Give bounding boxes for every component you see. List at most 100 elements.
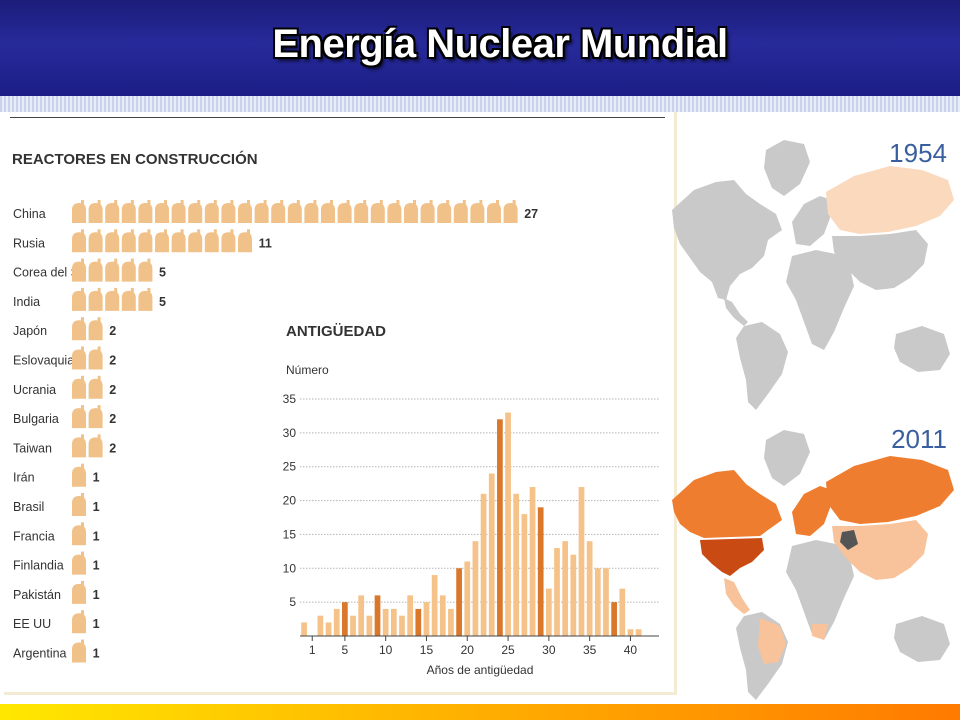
age-bar bbox=[464, 561, 471, 636]
age-bar bbox=[358, 595, 365, 636]
reactor-icon bbox=[453, 203, 468, 223]
world-map-2011: 2011 bbox=[672, 424, 954, 700]
reactor-chimney-icon bbox=[446, 200, 450, 205]
reactor-chimney-icon bbox=[97, 287, 101, 293]
reactor-chimney-icon bbox=[330, 200, 333, 205]
reactor-icon bbox=[121, 232, 136, 253]
reactor-icon bbox=[88, 261, 103, 282]
reactor-country-label: Corea del S. bbox=[13, 266, 82, 280]
title-banner: Energía Nuclear Mundial bbox=[0, 0, 960, 96]
reactor-country-label: Japón bbox=[13, 324, 47, 338]
reactor-chimney-icon bbox=[280, 200, 284, 205]
reactor-bar bbox=[72, 551, 86, 575]
age-bar bbox=[554, 547, 560, 636]
reactor-chimney-icon bbox=[81, 405, 84, 411]
reactor-value-label: 1 bbox=[93, 559, 100, 573]
age-bar bbox=[562, 541, 569, 636]
reactor-value-label: 2 bbox=[109, 441, 116, 455]
reactor-chimney-icon bbox=[213, 229, 217, 235]
age-y-tick-label: 30 bbox=[283, 426, 297, 440]
reactor-bar bbox=[72, 287, 153, 311]
age-y-tick-label: 20 bbox=[283, 494, 297, 508]
reactor-icon bbox=[121, 290, 136, 311]
age-bar bbox=[578, 487, 585, 636]
reactor-country-label: Ucrania bbox=[13, 383, 56, 397]
reactor-value-label: 11 bbox=[259, 236, 272, 250]
reactor-bar bbox=[72, 317, 103, 341]
age-bar bbox=[480, 493, 487, 636]
reactor-icon bbox=[88, 437, 103, 458]
reactor-chimney-icon bbox=[97, 346, 101, 352]
reactor-chimney-icon bbox=[413, 200, 416, 205]
reactor-bar bbox=[72, 463, 86, 487]
map-south-africa-2011 bbox=[812, 624, 828, 640]
map-year-2011: 2011 bbox=[891, 424, 947, 454]
reactor-chimney-icon bbox=[147, 229, 151, 235]
reactor-value-label: 1 bbox=[93, 647, 100, 661]
reactor-icon bbox=[204, 232, 219, 253]
age-x-tick-label: 25 bbox=[501, 643, 515, 657]
reactor-chimney-icon bbox=[479, 200, 483, 205]
reactor-chimney-icon bbox=[164, 200, 167, 205]
map-europe-1954 bbox=[792, 196, 832, 246]
map-asia-2011 bbox=[832, 520, 928, 580]
age-bar bbox=[603, 568, 609, 636]
reactor-country-label: India bbox=[13, 295, 40, 309]
map-greenland-1954 bbox=[764, 140, 810, 196]
age-x-axis-label: Años de antigüedad bbox=[427, 663, 534, 677]
reactor-chimney-icon bbox=[97, 229, 101, 235]
reactor-bar bbox=[72, 258, 153, 282]
map-south-america-1954 bbox=[736, 322, 788, 410]
reactor-chimney-icon bbox=[296, 200, 300, 205]
reactor-chimney-icon bbox=[197, 229, 201, 235]
reactor-icon bbox=[72, 232, 86, 253]
age-x-tick-label: 5 bbox=[342, 643, 349, 657]
reactor-icon bbox=[88, 378, 103, 399]
age-bar bbox=[570, 554, 577, 636]
reactor-chimney-icon bbox=[247, 229, 250, 235]
reactor-icon bbox=[470, 203, 485, 223]
age-bar bbox=[635, 629, 642, 636]
age-bar bbox=[456, 568, 462, 636]
reactor-country-label: EE UU bbox=[13, 617, 51, 631]
age-x-tick-label: 15 bbox=[420, 643, 434, 657]
reactor-country-label: Taiwan bbox=[13, 441, 52, 455]
reactor-chimney-icon bbox=[81, 317, 84, 323]
reactor-chimney-icon bbox=[496, 200, 499, 205]
reactor-chimney-icon bbox=[147, 287, 151, 293]
reactor-chimney-icon bbox=[379, 200, 383, 205]
reactor-chimney-icon bbox=[230, 229, 234, 235]
age-bar bbox=[423, 602, 430, 636]
reactor-icon bbox=[105, 261, 120, 282]
reactor-bar bbox=[72, 200, 518, 223]
map-australia-1954 bbox=[894, 326, 950, 372]
reactor-chimney-icon bbox=[97, 200, 101, 205]
reactor-chimney-icon bbox=[130, 229, 134, 235]
reactor-icon bbox=[138, 290, 153, 311]
reactor-chimney-icon bbox=[114, 287, 118, 293]
age-bar bbox=[488, 473, 495, 636]
age-y-tick-label: 35 bbox=[283, 392, 297, 406]
reactor-country-label: Bulgaria bbox=[13, 412, 59, 426]
age-bar bbox=[415, 608, 422, 636]
age-bar bbox=[301, 622, 307, 636]
reactor-icon bbox=[487, 203, 501, 223]
reactor-bar bbox=[72, 610, 86, 634]
reactor-chimney-icon bbox=[462, 200, 466, 205]
map-greenland-2011 bbox=[764, 430, 810, 486]
age-bar bbox=[390, 608, 397, 636]
reactor-country-label: Argentina bbox=[13, 647, 67, 661]
reactor-icon bbox=[188, 232, 203, 253]
reactor-chimney-icon bbox=[346, 200, 350, 205]
reactor-chimney-icon bbox=[81, 200, 84, 205]
reactor-chimney-icon bbox=[114, 200, 118, 205]
reactor-icon bbox=[72, 554, 86, 575]
reactor-value-label: 1 bbox=[93, 529, 100, 543]
age-bar bbox=[374, 595, 381, 636]
age-y-axis-label: Número bbox=[286, 363, 329, 377]
reactor-icon bbox=[72, 408, 86, 429]
reactor-icon bbox=[503, 203, 518, 223]
header-divider bbox=[0, 96, 960, 112]
age-y-tick-label: 10 bbox=[283, 561, 297, 575]
reactor-icon bbox=[72, 613, 86, 634]
